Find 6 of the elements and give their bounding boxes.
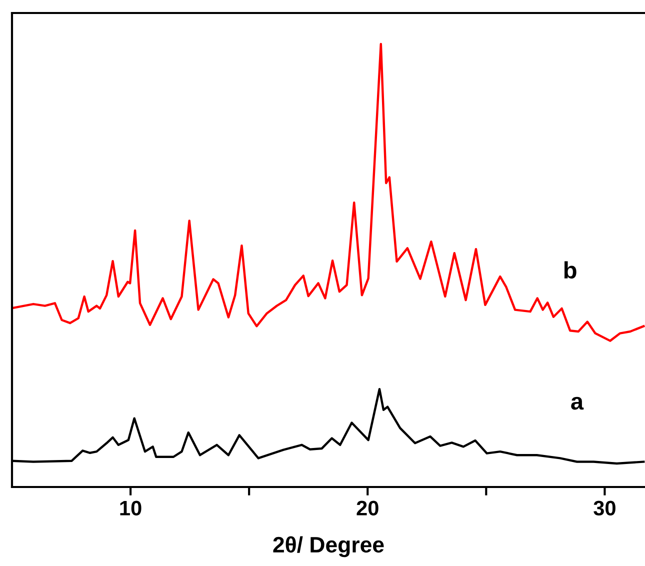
text: a [571,396,584,410]
x-tick-label: 30 [594,500,616,516]
x-tick-label: 10 [120,500,142,516]
x-tick-label: 20 [356,500,378,516]
series-label: b [564,261,576,279]
x-axis-title: 2θ/ Degree [273,536,384,558]
